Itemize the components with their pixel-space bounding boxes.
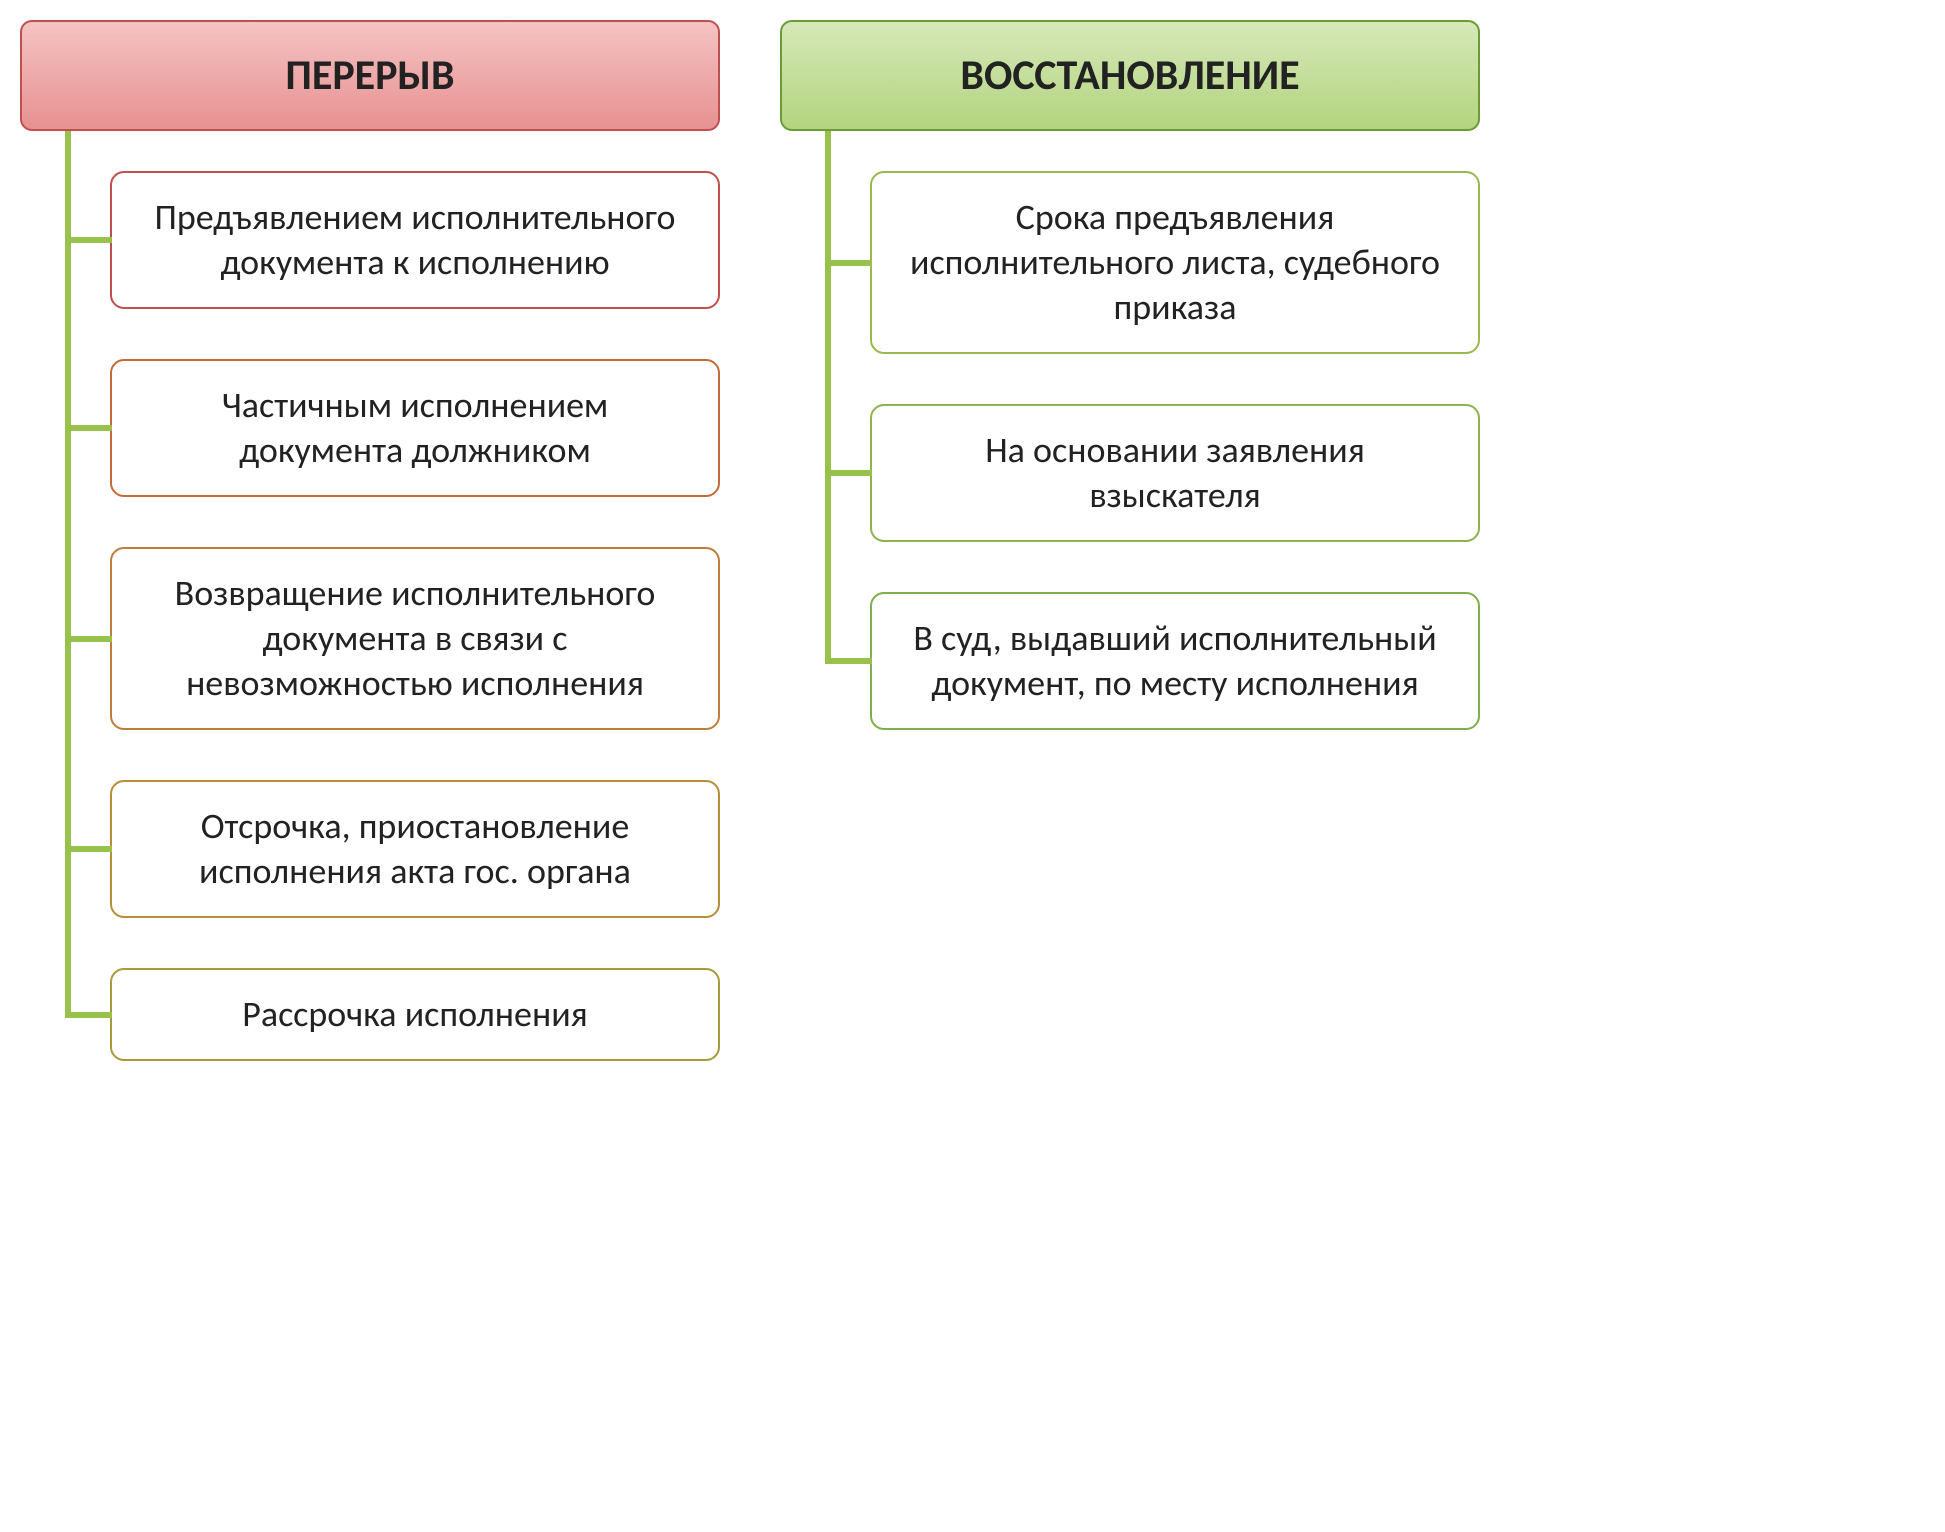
connector-horizontal — [827, 260, 872, 266]
connector-horizontal — [67, 846, 112, 852]
node-label: Возвращение исполнительного документа в … — [142, 571, 688, 706]
tree-node: В суд, выдавший исполнительный документ,… — [870, 592, 1480, 730]
connector-horizontal — [67, 237, 112, 243]
tree-node: Отсрочка, приостановление исполнения акт… — [110, 780, 720, 918]
diagram-container: ПЕРЕРЫВ Предъявлением исполнительного док… — [20, 20, 1925, 1061]
connector-vertical — [65, 121, 71, 1018]
children-left: Предъявлением исполнительного документа … — [20, 131, 720, 1061]
connector-horizontal — [827, 658, 872, 664]
tree-node: Частичным исполнением документа должнико… — [110, 359, 720, 497]
node-label: Рассрочка исполнения — [242, 992, 587, 1037]
connector-horizontal — [827, 470, 872, 476]
connector-horizontal — [67, 636, 112, 642]
connector-vertical — [825, 121, 831, 664]
node-label: Предъявлением исполнительного документа … — [142, 195, 688, 285]
header-label: ПЕРЕРЫВ — [285, 50, 454, 101]
node-label: Отсрочка, приостановление исполнения акт… — [142, 804, 688, 894]
connector-horizontal — [67, 1012, 112, 1018]
tree-right: ВОССТАНОВЛЕНИЕ Срока предъявления исполни… — [780, 20, 1480, 730]
tree-left: ПЕРЕРЫВ Предъявлением исполнительного док… — [20, 20, 720, 1061]
node-label: На основании заявления взыскателя — [902, 428, 1448, 518]
tree-node: Срока предъявления исполнительного листа… — [870, 171, 1480, 354]
node-label: В суд, выдавший исполнительный документ,… — [902, 616, 1448, 706]
header-label: ВОССТАНОВЛЕНИЕ — [960, 50, 1299, 101]
tree-header-right: ВОССТАНОВЛЕНИЕ — [780, 20, 1480, 131]
tree-node: Рассрочка исполнения — [110, 968, 720, 1061]
tree-node: На основании заявления взыскателя — [870, 404, 1480, 542]
tree-node: Возвращение исполнительного документа в … — [110, 547, 720, 730]
node-label: Частичным исполнением документа должнико… — [142, 383, 688, 473]
connector-horizontal — [67, 425, 112, 431]
tree-header-left: ПЕРЕРЫВ — [20, 20, 720, 131]
node-label: Срока предъявления исполнительного листа… — [902, 195, 1448, 330]
children-right: Срока предъявления исполнительного листа… — [780, 131, 1480, 730]
tree-node: Предъявлением исполнительного документа … — [110, 171, 720, 309]
